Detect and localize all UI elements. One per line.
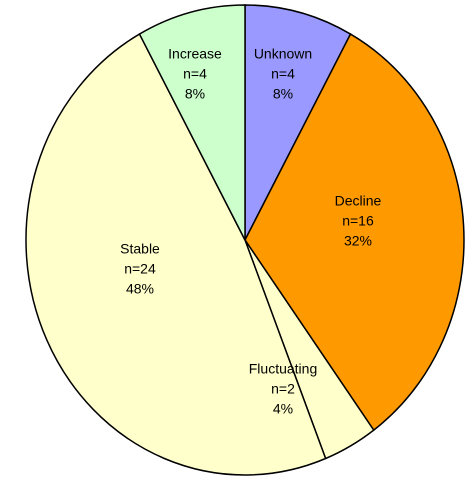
percent-label: 4% — [273, 401, 293, 417]
count-label: n=2 — [271, 381, 295, 397]
percent-label: 8% — [273, 86, 293, 102]
percent-label: 48% — [126, 281, 154, 297]
pie-slice — [25, 33, 327, 476]
pie-slice — [244, 33, 465, 432]
slice-label: Decline — [335, 193, 382, 209]
count-label: n=4 — [271, 66, 295, 82]
pie-slice — [244, 4, 352, 241]
count-label: n=24 — [124, 261, 156, 277]
percent-label: 32% — [344, 233, 372, 249]
slice-label: Increase — [168, 46, 222, 62]
slice-label: Stable — [120, 241, 160, 257]
percent-label: 8% — [185, 86, 205, 102]
count-label: n=16 — [342, 213, 374, 229]
count-label: n=4 — [183, 66, 207, 82]
slice-label: Unknown — [254, 46, 312, 62]
pie-slice — [138, 4, 246, 241]
slice-label: Fluctuating — [249, 361, 317, 377]
